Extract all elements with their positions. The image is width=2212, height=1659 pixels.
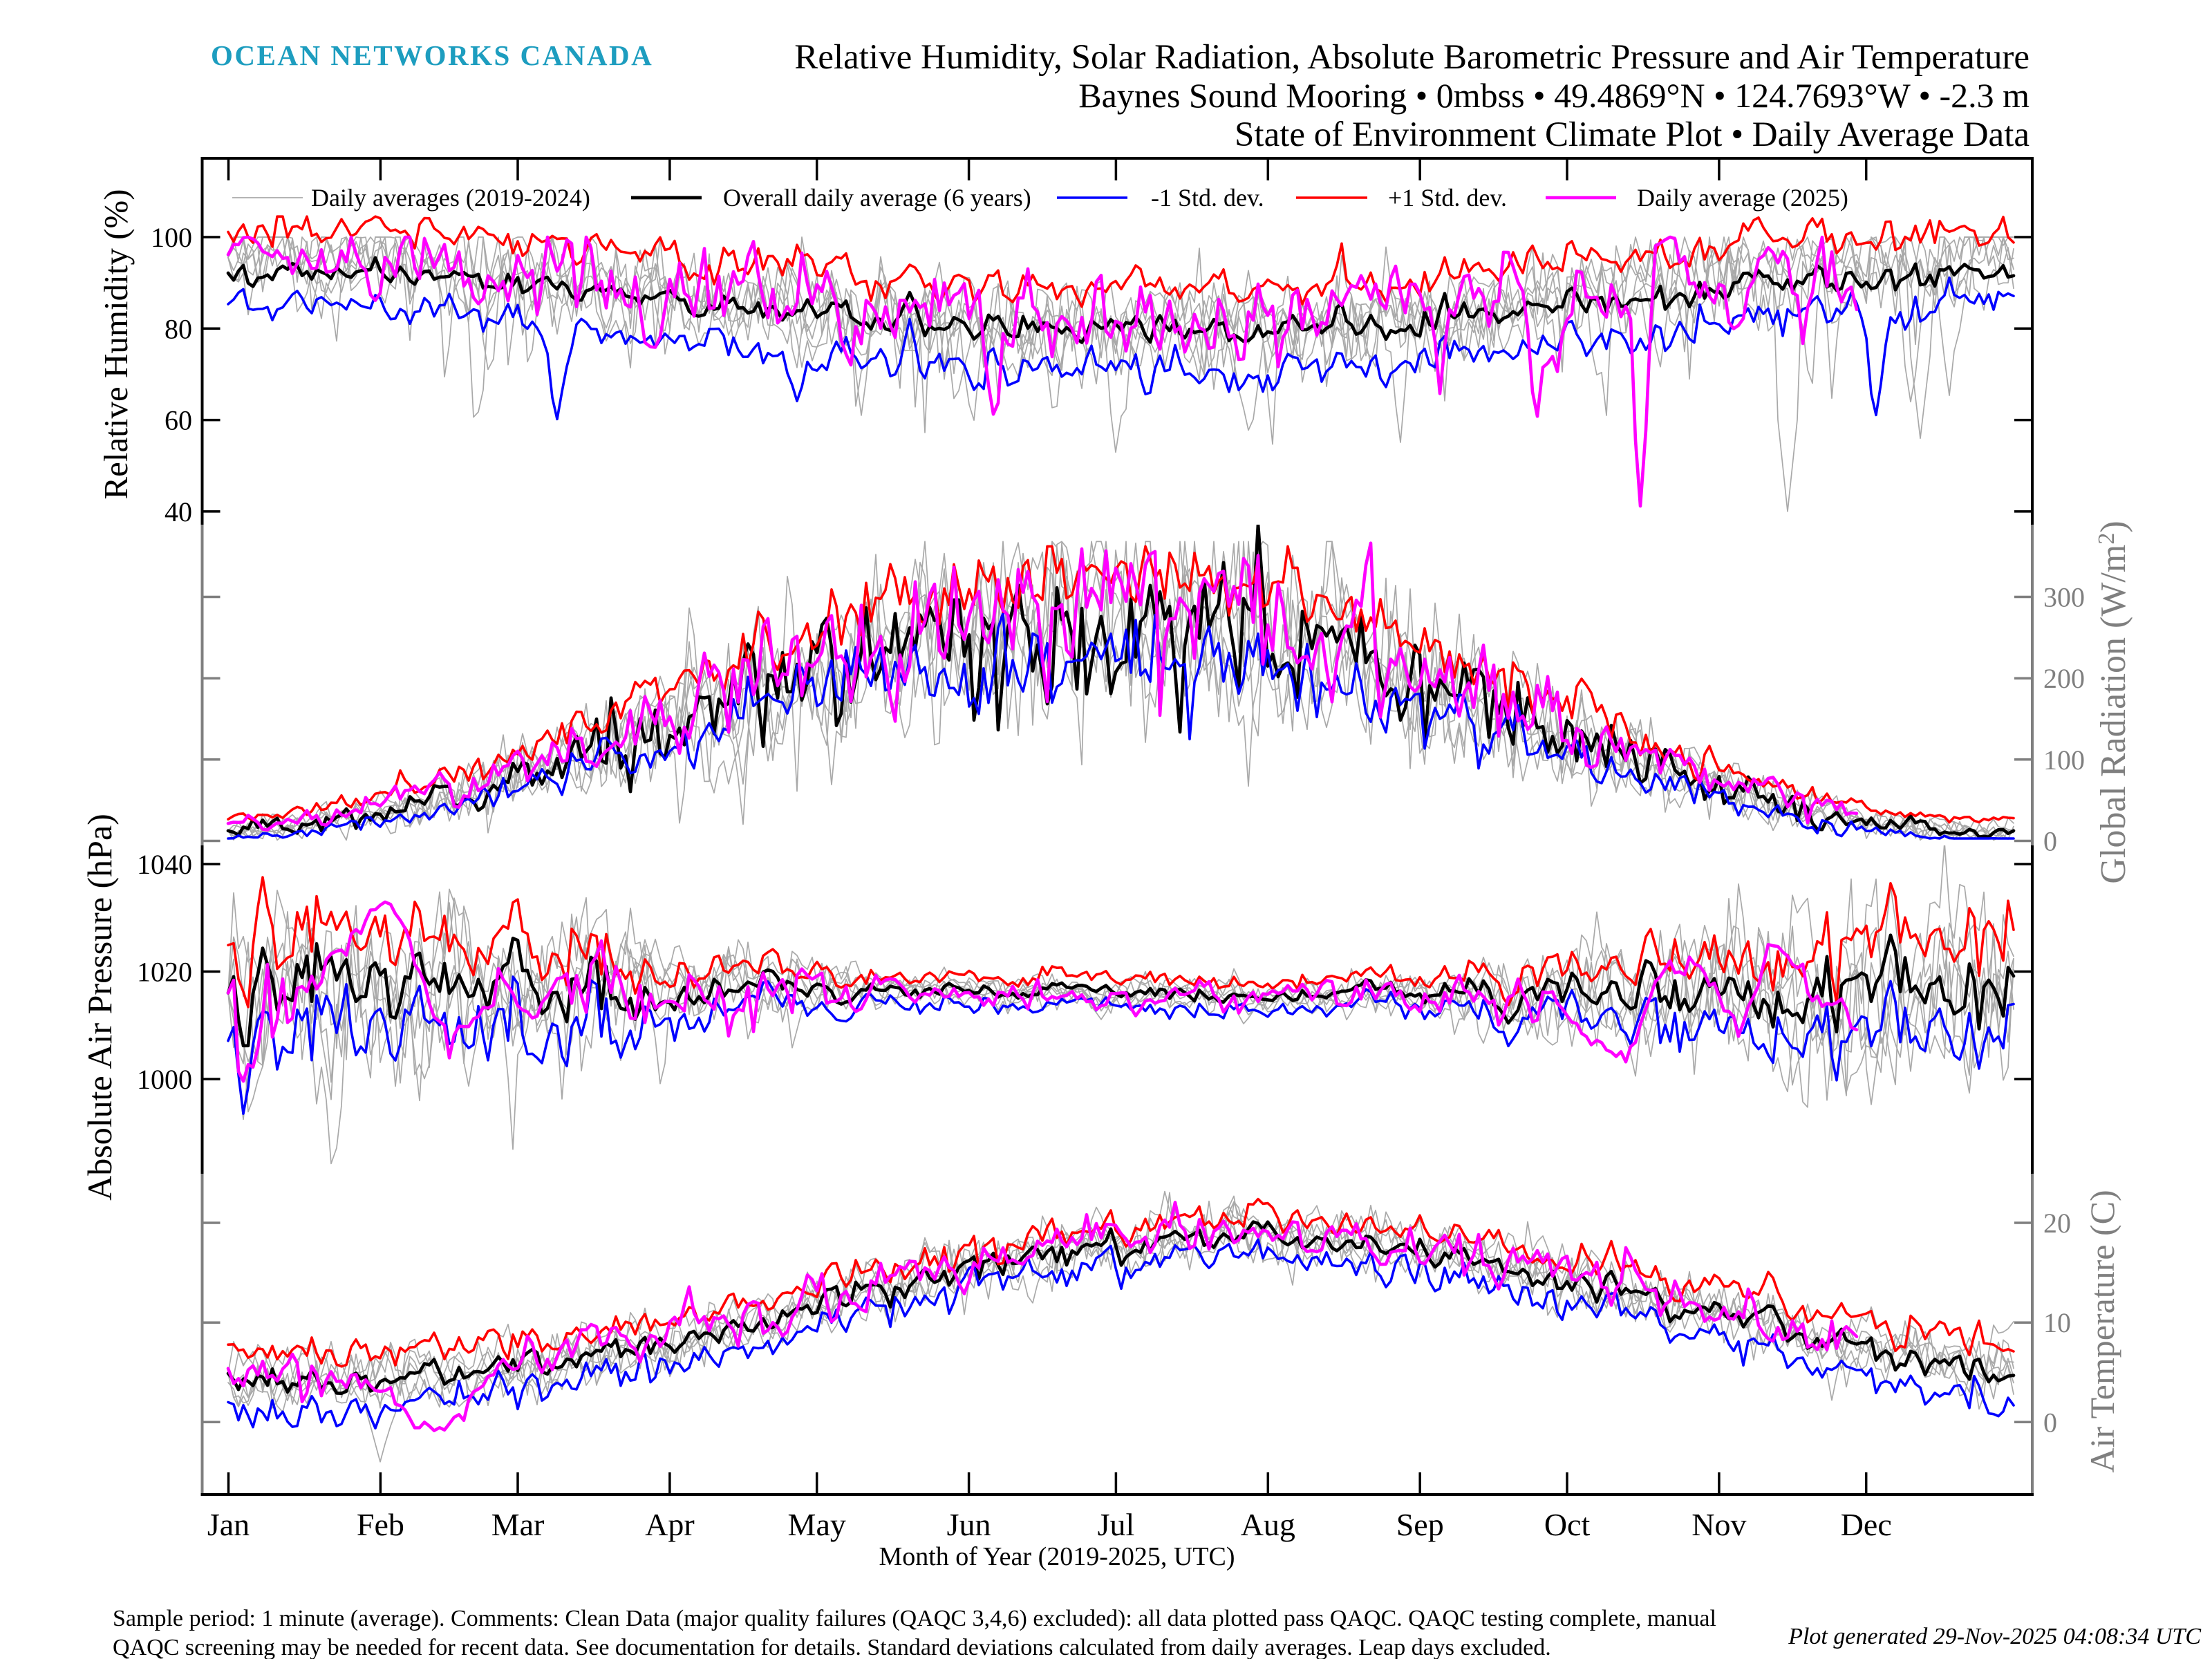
svg-text:-1 Std. dev.: -1 Std. dev. [1151, 184, 1264, 212]
svg-text:1040: 1040 [137, 849, 192, 880]
svg-text:20: 20 [2043, 1208, 2071, 1239]
svg-text:1000: 1000 [137, 1064, 192, 1095]
svg-text:+1 Std. dev.: +1 Std. dev. [1388, 184, 1507, 212]
svg-text:Baynes Sound Mooring • 0mbss •: Baynes Sound Mooring • 0mbss • 49.4869°N… [1078, 76, 2030, 115]
svg-text:40: 40 [165, 496, 192, 527]
svg-text:QAQC screening may be needed f: QAQC screening may be needed for recent … [113, 1635, 1551, 1659]
svg-text:Relative Humidity (%): Relative Humidity (%) [97, 189, 135, 499]
svg-text:Jan: Jan [207, 1507, 250, 1542]
svg-text:Daily average (2025): Daily average (2025) [1637, 184, 1848, 212]
svg-text:60: 60 [165, 405, 192, 436]
svg-text:10: 10 [2043, 1307, 2071, 1338]
svg-text:Global Radiation (W/m2): Global Radiation (W/m2) [2094, 521, 2133, 883]
svg-text:Daily averages (2019-2024): Daily averages (2019-2024) [311, 184, 590, 212]
svg-text:1020: 1020 [137, 957, 192, 988]
svg-text:0: 0 [2043, 1407, 2057, 1438]
svg-text:Mar: Mar [491, 1507, 545, 1542]
svg-text:0: 0 [2043, 826, 2057, 857]
svg-text:Jun: Jun [947, 1507, 991, 1542]
svg-text:OCEAN NETWORKS CANADA: OCEAN NETWORKS CANADA [211, 39, 653, 71]
svg-text:State of Environment Climate P: State of Environment Climate Plot • Dail… [1235, 115, 2030, 154]
svg-text:100: 100 [2043, 744, 2085, 776]
svg-text:Sep: Sep [1396, 1507, 1444, 1542]
svg-text:Month of Year (2019-2025, UTC): Month of Year (2019-2025, UTC) [879, 1542, 1235, 1571]
svg-text:Relative Humidity, Solar Radia: Relative Humidity, Solar Radiation, Abso… [794, 38, 2030, 77]
svg-text:May: May [788, 1507, 846, 1542]
svg-text:Plot generated 29-Nov-2025 04:: Plot generated 29-Nov-2025 04:08:34 UTC [1788, 1624, 2201, 1649]
svg-text:Feb: Feb [357, 1507, 404, 1542]
svg-text:Apr: Apr [645, 1507, 695, 1542]
svg-text:Air Temperature (C): Air Temperature (C) [2083, 1190, 2121, 1472]
svg-text:Sample period: 1 minute (avera: Sample period: 1 minute (average). Comme… [113, 1606, 1716, 1631]
svg-text:Aug: Aug [1241, 1507, 1295, 1542]
svg-text:200: 200 [2043, 663, 2085, 694]
svg-text:Jul: Jul [1098, 1507, 1135, 1542]
svg-text:Dec: Dec [1841, 1507, 1892, 1542]
svg-text:Oct: Oct [1544, 1507, 1591, 1542]
svg-text:Absolute Air Pressure (hPa): Absolute Air Pressure (hPa) [80, 814, 119, 1201]
svg-text:Overall daily average (6 years: Overall daily average (6 years) [723, 184, 1031, 212]
svg-text:300: 300 [2043, 582, 2085, 613]
svg-text:100: 100 [151, 222, 192, 253]
svg-text:Nov: Nov [1691, 1507, 1746, 1542]
svg-text:80: 80 [165, 313, 192, 344]
